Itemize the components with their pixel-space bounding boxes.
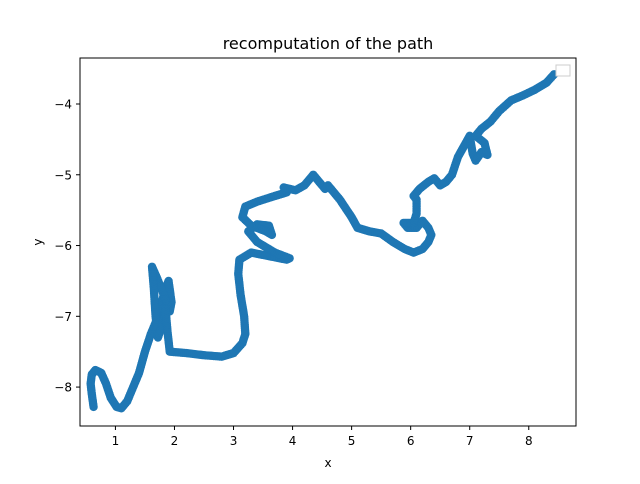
y-tick-label: −7 — [54, 310, 72, 324]
data-points — [86, 70, 559, 413]
x-tick-label: 4 — [289, 434, 297, 448]
x-tick-label: 5 — [348, 434, 356, 448]
x-tick-label: 2 — [171, 434, 179, 448]
y-tick-label: −6 — [54, 239, 72, 253]
chart-title: recomputation of the path — [223, 34, 434, 53]
x-axis-label: x — [324, 456, 331, 470]
plot-frame — [79, 57, 577, 427]
y-tick-label: −4 — [54, 98, 72, 112]
axes: 1 2 3 4 5 6 7 8 −8 −7 −6 −5 −4 — [54, 57, 577, 448]
x-tick-label: 1 — [112, 434, 120, 448]
y-tick-label: −8 — [54, 381, 72, 395]
x-tick-label: 8 — [525, 434, 533, 448]
x-tick-label: 7 — [466, 434, 474, 448]
y-tick-label: −5 — [54, 168, 72, 182]
x-tick-label: 3 — [230, 434, 238, 448]
y-axis-label: y — [31, 238, 45, 245]
legend-box — [555, 64, 571, 77]
x-tick-label: 6 — [407, 434, 415, 448]
